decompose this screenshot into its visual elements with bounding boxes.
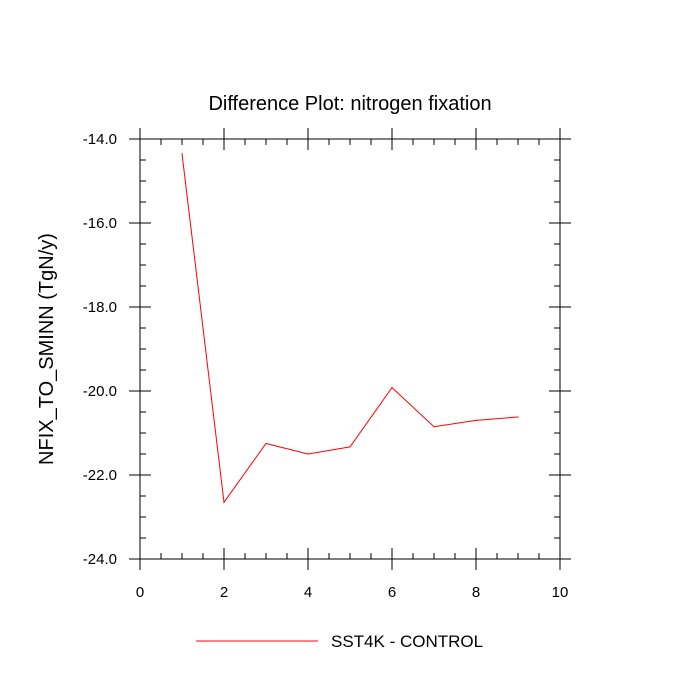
- x-tick-label: 2: [220, 584, 228, 601]
- data-point: [391, 387, 393, 389]
- y-tick-label: -16.0: [83, 215, 117, 232]
- data-point: [349, 446, 351, 448]
- data-point: [223, 501, 225, 503]
- chart-title: Difference Plot: nitrogen fixation: [208, 93, 491, 115]
- data-point: [307, 453, 309, 455]
- data-point: [181, 153, 183, 155]
- series-line: [181, 153, 519, 504]
- y-tick-label: -24.0: [83, 551, 117, 568]
- x-tick-label: 6: [388, 584, 396, 601]
- x-tick-label: 8: [472, 584, 480, 601]
- y-tick-label: -20.0: [83, 383, 117, 400]
- x-tick-label: 10: [552, 584, 569, 601]
- legend: SST4K - CONTROL: [196, 632, 483, 651]
- series-group: [181, 153, 519, 504]
- y-tick-label: -18.0: [83, 299, 117, 316]
- data-point: [433, 426, 435, 428]
- y-tick-label: -14.0: [83, 131, 117, 148]
- y-axis-label: NFIX_TO_SMINN (TgN/y): [36, 233, 58, 465]
- x-tick-label: 4: [304, 584, 312, 601]
- axis-tick-labels: 0 2 4 6 8 10 -14.0 -16.0 -18.0 -20.0 -22.0 -24.0: [83, 131, 569, 601]
- legend-label: SST4K - CONTROL: [331, 632, 483, 651]
- y-tick-label: -22.0: [83, 467, 117, 484]
- data-point: [517, 416, 519, 418]
- x-tick-label: 0: [136, 584, 144, 601]
- axis-ticks: [129, 128, 571, 570]
- data-point: [475, 419, 477, 421]
- plot-frame: [139, 138, 561, 560]
- data-point: [265, 442, 267, 445]
